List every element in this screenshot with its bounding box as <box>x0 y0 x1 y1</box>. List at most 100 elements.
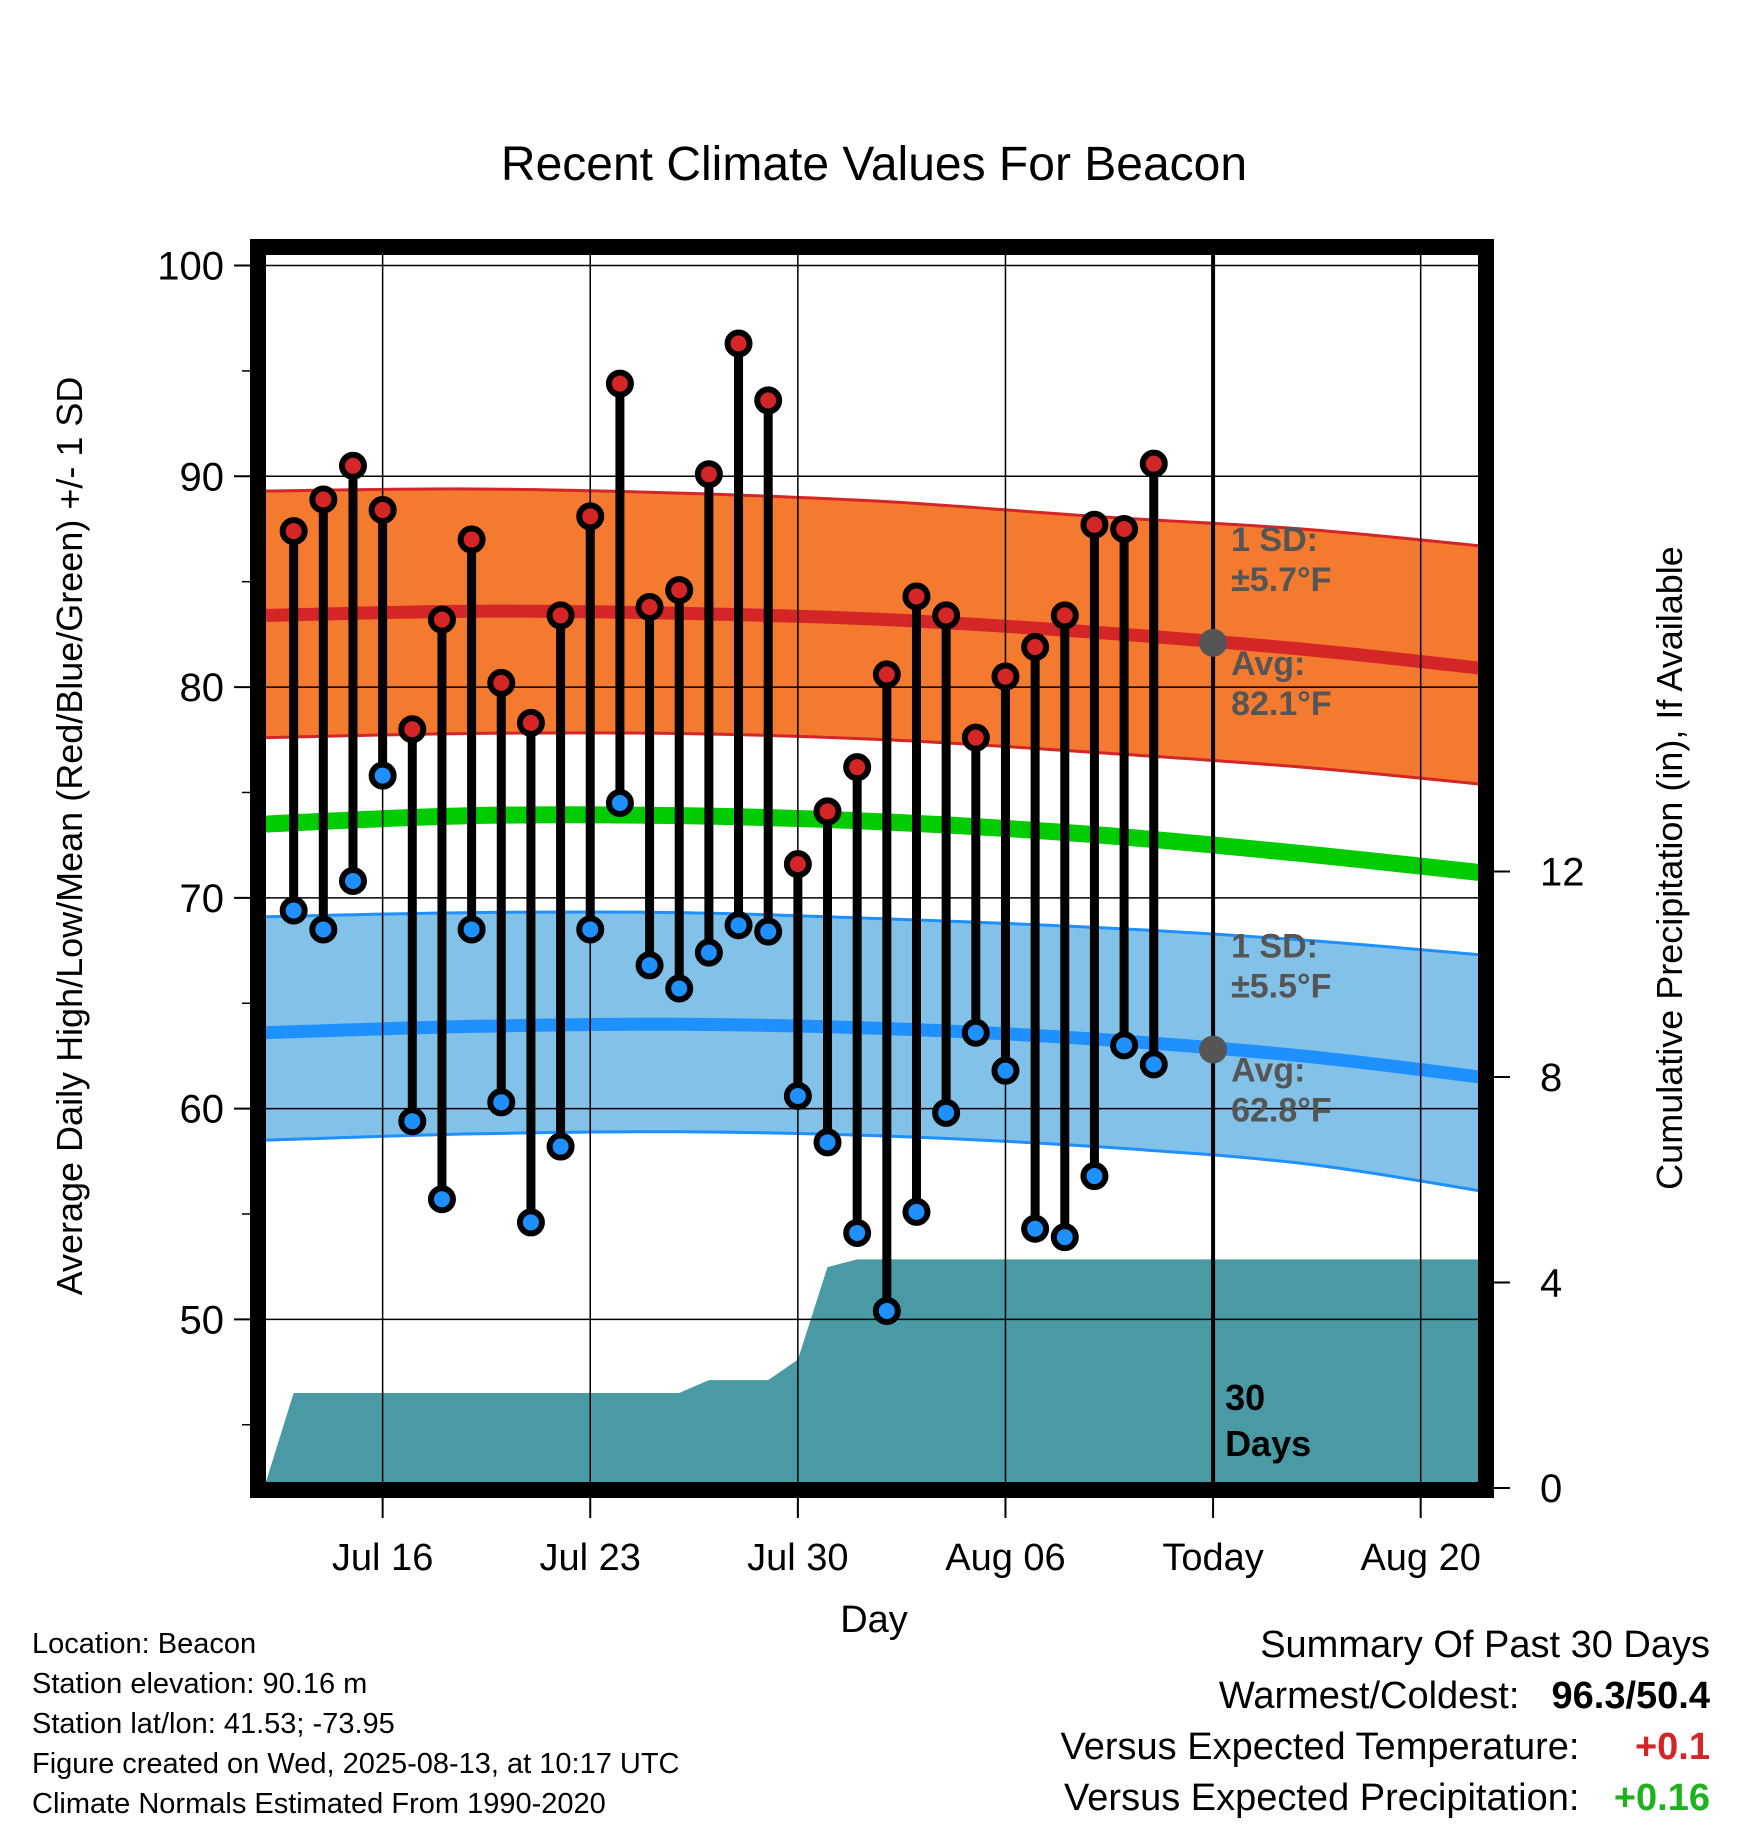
daily-low-point <box>1139 1050 1168 1079</box>
daily-high-point <box>1050 601 1079 630</box>
y2-tick-label: 4 <box>1540 1262 1562 1306</box>
low-avg-marker <box>1199 1035 1228 1064</box>
x-tick-label: Aug 06 <box>945 1537 1065 1579</box>
summary-temp: Versus Expected Temperature: +0.1 <box>1061 1722 1710 1773</box>
daily-high-point <box>338 451 367 480</box>
daily-low-point <box>1050 1223 1079 1252</box>
y-tick-label: 70 <box>180 877 225 921</box>
daily-low-point <box>516 1208 545 1237</box>
warm-cold-label: Warmest/Coldest: <box>1218 1675 1520 1717</box>
plot-frame <box>250 239 1494 1498</box>
info-latlon: Station lat/lon: 41.53; -73.95 <box>32 1708 395 1740</box>
daily-low-point <box>487 1088 516 1117</box>
high-sd-band-upper-edge <box>264 487 1480 548</box>
warm-cold-separator: / <box>1625 1675 1637 1717</box>
daily-low-point <box>724 911 753 940</box>
daily-high-point <box>1021 633 1050 662</box>
y2-tick-label: 0 <box>1540 1467 1562 1511</box>
daily-high-point <box>635 592 664 621</box>
station-info: Location: Beacon Station elevation: 90.1… <box>32 1624 680 1824</box>
info-created: Figure created on Wed, 2025-08-13, at 10… <box>32 1748 680 1780</box>
daily-high-point <box>872 660 901 689</box>
high-sd-label: 1 SD: <box>1231 521 1318 559</box>
warmest-value: 96.3 <box>1551 1675 1626 1717</box>
daily-high-point <box>813 797 842 826</box>
daily-high-point <box>457 525 486 554</box>
daily-low-point <box>309 915 338 944</box>
daily-high-point <box>843 753 872 782</box>
info-elevation: Station elevation: 90.16 m <box>32 1668 368 1700</box>
daily-high-point <box>902 582 931 611</box>
daily-low-point <box>872 1296 901 1325</box>
x-tick-label: Aug 20 <box>1360 1537 1480 1579</box>
summary-warm-cold: Warmest/Coldest: 96.3/50.4 <box>1061 1671 1710 1722</box>
x-axis-label: Day <box>840 1599 908 1641</box>
y-tick-label: 80 <box>180 666 225 710</box>
daily-high-point <box>1139 449 1168 478</box>
daily-low-point <box>665 974 694 1003</box>
summary-precip: Versus Expected Precipitation: +0.16 <box>1061 1773 1710 1824</box>
y-axis-label: Average Daily High/Low/Mean (Red/Blue/Gr… <box>49 377 90 1296</box>
y2-axis-label: Cumulative Precipitation (in), If Availa… <box>1649 546 1690 1190</box>
daily-low-point <box>546 1132 575 1161</box>
daily-low-point <box>576 915 605 944</box>
daily-low-point <box>279 896 308 925</box>
daily-high-point <box>1080 510 1109 539</box>
daily-low-point <box>991 1056 1020 1085</box>
daily-high-point <box>754 386 783 415</box>
daily-high-point <box>427 605 456 634</box>
daily-low-point <box>843 1218 872 1247</box>
daily-low-point <box>427 1185 456 1214</box>
daily-high-point <box>516 708 545 737</box>
today-label-line2: Days <box>1225 1423 1311 1464</box>
x-tick-label: Today <box>1162 1537 1263 1579</box>
daily-low-point <box>635 951 664 980</box>
daily-high-point <box>783 850 812 879</box>
low-sd-band <box>264 911 1480 1191</box>
x-tick-label: Jul 23 <box>540 1537 641 1579</box>
y-tick-label: 50 <box>180 1298 225 1342</box>
summary-heading: Summary Of Past 30 Days <box>1260 1624 1710 1666</box>
info-location: Location: Beacon <box>32 1628 257 1660</box>
low-sd-label: 1 SD: <box>1231 928 1318 966</box>
high-avg-marker <box>1199 628 1228 657</box>
daily-low-point <box>1110 1031 1139 1060</box>
summary-panel: Summary Of Past 30 Days Warmest/Coldest:… <box>1061 1620 1710 1824</box>
daily-high-point <box>605 369 634 398</box>
high-avg-value: 82.1°F <box>1231 685 1332 723</box>
warm-cold-value: 96.3/50.4 <box>1530 1671 1711 1722</box>
daily-high-point <box>991 662 1020 691</box>
daily-high-point <box>694 460 723 489</box>
daily-low-point <box>783 1081 812 1110</box>
daily-high-point <box>665 576 694 605</box>
precip-value: +0.16 <box>1613 1777 1710 1819</box>
low-avg-value: 62.8°F <box>1231 1092 1332 1130</box>
chart-title: Recent Climate Values For Beacon <box>501 138 1247 191</box>
temp-label: Versus Expected Temperature: <box>1060 1726 1580 1768</box>
daily-low-point <box>605 789 634 817</box>
daily-high-point <box>724 329 753 358</box>
daily-high-point <box>487 668 516 697</box>
daily-high-point <box>1110 515 1139 543</box>
y2-tick-label: 12 <box>1540 851 1585 895</box>
daily-high-point <box>309 485 338 514</box>
daily-low-point <box>457 915 486 944</box>
daily-high-point <box>398 715 427 744</box>
y-tick-label: 90 <box>180 455 225 499</box>
cumulative-precip-area <box>264 1259 1480 1488</box>
daily-high-point <box>961 723 990 752</box>
daily-high-point <box>546 601 575 630</box>
temp-value: +0.1 <box>1634 1726 1710 1768</box>
daily-low-point <box>694 938 723 967</box>
daily-low-point <box>338 866 367 895</box>
high-avg-label: Avg: <box>1231 645 1305 683</box>
x-tick-label: Jul 16 <box>332 1537 433 1579</box>
daily-low-point <box>368 761 397 790</box>
x-tick-label: Jul 30 <box>747 1537 848 1579</box>
daily-low-point <box>1021 1214 1050 1243</box>
daily-low-point <box>932 1098 961 1127</box>
daily-low-point <box>398 1107 427 1136</box>
y-tick-label: 100 <box>157 245 224 289</box>
low-sd-value: ±5.5°F <box>1231 968 1331 1006</box>
